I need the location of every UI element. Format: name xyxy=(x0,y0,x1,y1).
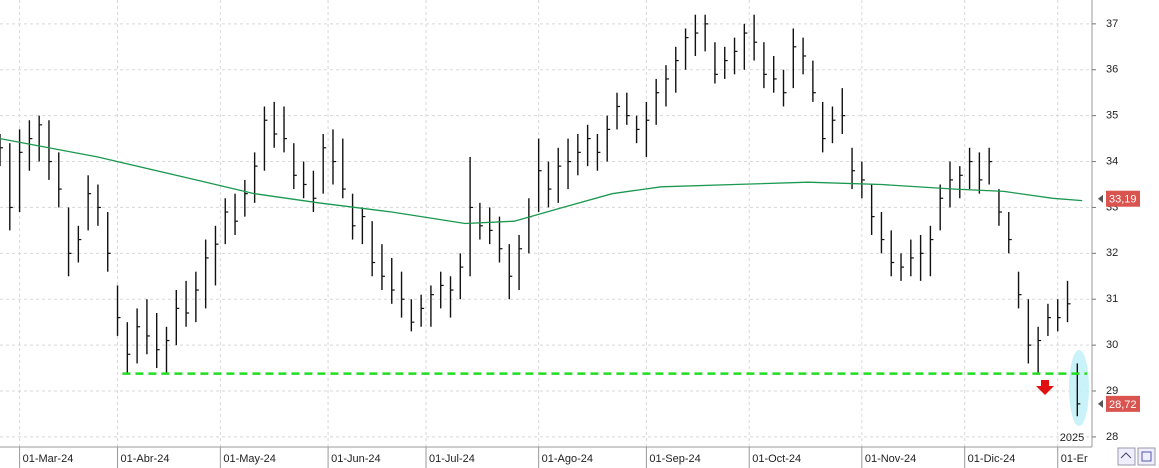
y-tick-label: 34 xyxy=(1106,155,1118,167)
x-tick-label: 01-Dic-24 xyxy=(968,453,1016,465)
x-tick-label: 01-Oct-24 xyxy=(752,453,801,465)
highlight-ellipse xyxy=(1069,350,1089,426)
save-icon xyxy=(1141,451,1152,462)
price-label-box xyxy=(1106,395,1140,412)
x-tick-label: 01-Sep-24 xyxy=(649,453,700,465)
price-pointer xyxy=(1098,399,1103,408)
x-tick-label: 01-Abr-24 xyxy=(121,453,170,465)
zoom-button[interactable] xyxy=(1117,447,1136,466)
x-tick-label: 01-Nov-24 xyxy=(865,453,916,465)
price-label: 28,72 xyxy=(1109,399,1137,411)
y-tick-label: 32 xyxy=(1106,247,1118,259)
y-tick-label: 30 xyxy=(1106,339,1118,351)
x-tick-label: 01-Jul-24 xyxy=(429,453,475,465)
x-tick-label: 01-Ago-24 xyxy=(542,453,593,465)
price-pointer xyxy=(1098,194,1103,203)
zoom-icon xyxy=(1120,452,1132,459)
save-button[interactable] xyxy=(1137,447,1156,466)
y-tick-label: 35 xyxy=(1106,110,1118,122)
price-label-box xyxy=(1106,190,1140,207)
y-tick-label: 28 xyxy=(1106,431,1118,443)
x-tick-label: 01-Mar-24 xyxy=(23,453,74,465)
y-tick-label: 36 xyxy=(1106,64,1118,76)
x-tick-label: 01-May-24 xyxy=(223,453,276,465)
y-tick-label: 31 xyxy=(1106,293,1118,305)
y-tick-label: 29 xyxy=(1106,385,1118,397)
price-label: 33,19 xyxy=(1109,194,1137,206)
year-label: 2025 xyxy=(1060,432,1084,444)
x-tick-label: 01-Jun-24 xyxy=(331,453,381,465)
toolbar xyxy=(1117,447,1156,466)
x-tick-label: 01-Er xyxy=(1061,453,1088,465)
y-tick-label: 37 xyxy=(1106,18,1118,30)
moving-average xyxy=(0,137,1083,225)
down-arrow xyxy=(1036,380,1054,395)
